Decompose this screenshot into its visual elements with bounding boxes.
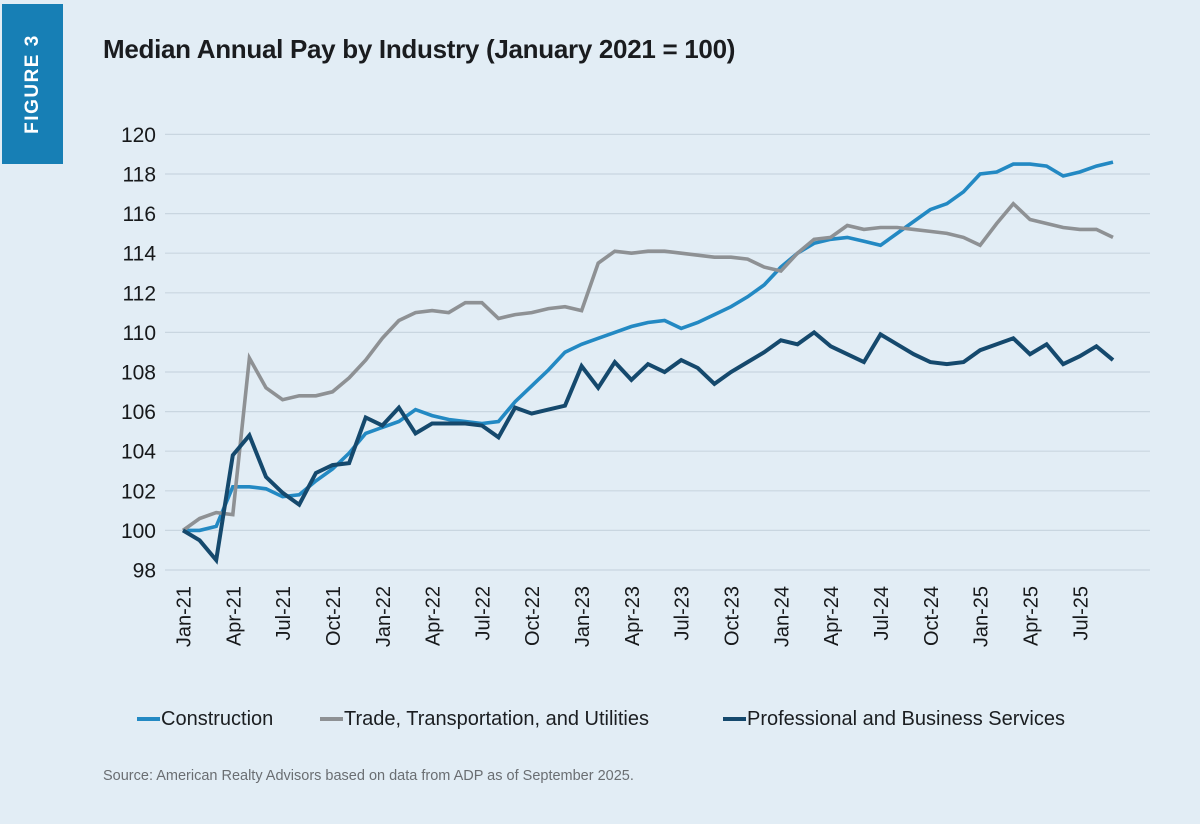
series-line-professional-and-business-services	[181, 329, 1115, 565]
x-tick-label: Oct-24	[921, 586, 943, 646]
x-tick-label: Jan-25	[971, 586, 993, 647]
x-tick-label: Jan-21	[174, 586, 196, 647]
y-tick-label: 100	[121, 520, 156, 543]
x-tick-label: Oct-23	[722, 586, 744, 646]
x-tick-label: Apr-24	[821, 586, 843, 646]
x-tick-label: Jul-21	[273, 586, 295, 640]
source-note: Source: American Realty Advisors based o…	[103, 768, 634, 784]
y-tick-label: 118	[123, 164, 156, 187]
legend-label: Construction	[161, 707, 274, 730]
x-tick-label: Jul-22	[472, 586, 494, 640]
y-tick-label: 98	[133, 560, 156, 583]
y-tick-label: 120	[121, 124, 156, 147]
x-tick-label: Jul-24	[871, 586, 893, 640]
chart-legend: Construction Trade, Transportation, and …	[0, 706, 1200, 732]
x-tick-label: Apr-23	[622, 586, 644, 646]
y-tick-label: 108	[121, 362, 156, 385]
y-tick-label: 114	[123, 243, 157, 266]
x-tick-label: Jan-24	[771, 586, 793, 647]
legend-item-trade: Trade, Transportation, and Utilities	[320, 706, 649, 732]
series-line-trade-transportation-and-utilities	[181, 201, 1114, 532]
chart-title: Median Annual Pay by Industry (January 2…	[103, 34, 736, 64]
y-tick-label: 106	[121, 401, 156, 424]
y-tick-label: 116	[123, 203, 156, 226]
legend-item-professional: Professional and Business Services	[723, 706, 1065, 732]
gridlines	[165, 133, 1150, 571]
figure-badge: FIGURE 3	[2, 4, 63, 164]
y-tick-label: 112	[123, 282, 156, 305]
x-tick-label: Oct-22	[522, 586, 544, 646]
x-tick-label: Jan-23	[572, 586, 594, 647]
x-tick-label: Jul-23	[672, 586, 694, 640]
x-tick-label: Oct-21	[323, 586, 345, 646]
construction-line-swatch	[137, 717, 160, 721]
legend-label: Professional and Business Services	[747, 707, 1065, 730]
y-tick-label: 110	[123, 322, 156, 345]
trade-line-swatch	[320, 717, 343, 721]
x-tick-label: Apr-21	[223, 586, 245, 646]
x-axis-labels: Jan-21 Apr-21 Jul-21 Oct-21 Jan-22 Apr-22 Jul-…	[174, 586, 1093, 647]
x-tick-label: Jan-22	[373, 586, 395, 647]
series-line-construction	[183, 160, 1114, 533]
x-tick-label: Jul-25	[1070, 586, 1092, 640]
x-tick-label: Apr-22	[423, 586, 445, 646]
y-tick-label: 104	[121, 441, 156, 464]
y-tick-label: 102	[121, 480, 156, 503]
figure-badge-label: FIGURE 3	[21, 34, 43, 134]
legend-item-construction: Construction	[137, 706, 273, 732]
legend-label: Trade, Transportation, and Utilities	[344, 707, 649, 730]
professional-line-swatch	[723, 717, 746, 721]
x-tick-label: Apr-25	[1021, 586, 1043, 646]
y-axis-labels: 120 118 116 114 112 110 108 106 104 102 100 98	[121, 124, 156, 583]
